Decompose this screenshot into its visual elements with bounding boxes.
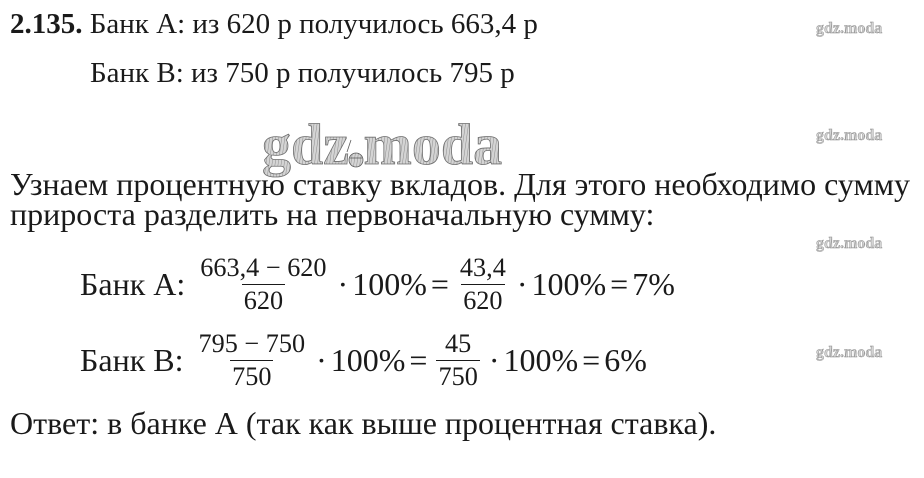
svg-text:gdz.moda: gdz.moda xyxy=(816,344,882,361)
svg-text:gdz.moda: gdz.moda xyxy=(816,235,882,252)
svg-text:gdz.moda: gdz.moda xyxy=(816,20,882,37)
svg-text:gdz.moda: gdz.moda xyxy=(816,127,882,144)
